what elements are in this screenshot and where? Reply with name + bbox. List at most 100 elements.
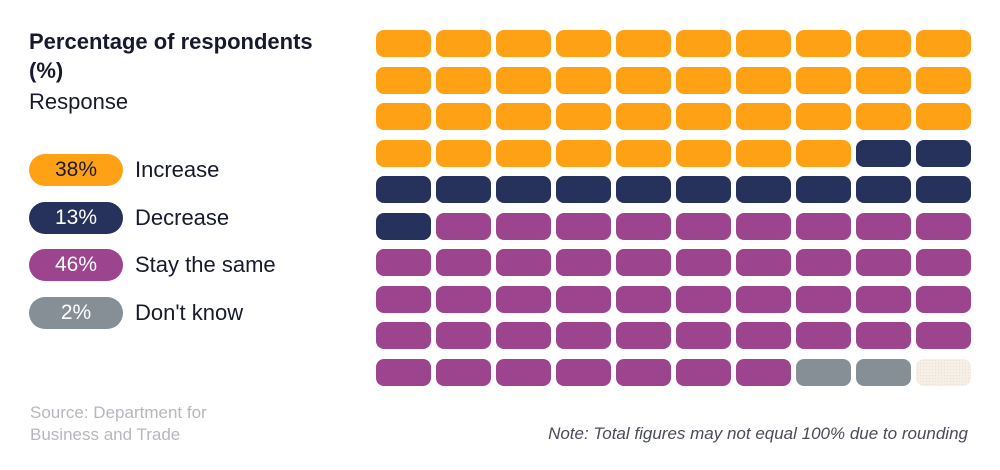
waffle-cell-increase [616, 139, 671, 167]
waffle-cell-increase [796, 66, 851, 94]
waffle-cell-increase [796, 103, 851, 130]
waffle-cell-stay-the-same [856, 249, 911, 276]
legend-label-dont-know: Don't know [135, 299, 244, 325]
waffle-cell-stay-the-same [676, 212, 731, 240]
waffle-cell-increase [736, 66, 791, 94]
legend-label-stay-the-same: Stay the same [135, 252, 276, 277]
waffle-cell-increase [856, 30, 911, 57]
waffle-cell-increase [436, 139, 491, 167]
legend-pill-dont-know: 2% [29, 296, 123, 329]
waffle-cell-stay-the-same [436, 285, 491, 313]
waffle-cell-decrease [376, 176, 431, 203]
waffle-cell-stay-the-same [496, 322, 551, 349]
waffle-cell-increase [736, 139, 791, 167]
waffle-cell-increase [796, 30, 851, 57]
waffle-cell-stay-the-same [496, 358, 551, 386]
waffle-cell-increase [376, 66, 431, 94]
waffle-cell-stay-the-same [436, 212, 491, 240]
waffle-cell-stay-the-same [376, 249, 431, 276]
waffle-cell-stay-the-same [496, 212, 551, 240]
waffle-cell-increase [676, 66, 731, 94]
waffle-cell-decrease [856, 139, 911, 167]
waffle-cell-increase [556, 139, 611, 167]
waffle-cell-stay-the-same [796, 212, 851, 240]
waffle-cell-stay-the-same [556, 358, 611, 386]
waffle-cell-stay-the-same [736, 322, 791, 349]
source-text: Source: Department for Business and Trad… [30, 402, 207, 446]
waffle-cell-decrease [736, 176, 791, 203]
waffle-cell-stay-the-same [796, 322, 851, 349]
waffle-cell-stay-the-same [436, 249, 491, 276]
waffle-cell-increase [436, 30, 491, 57]
waffle-grid [376, 30, 971, 386]
waffle-cell-stay-the-same [496, 249, 551, 276]
waffle-cell-stay-the-same [856, 212, 911, 240]
legend-pill-stay-the-same: 46% [29, 249, 123, 281]
waffle-cell-increase [556, 30, 611, 57]
waffle-cell-stay-the-same [796, 285, 851, 313]
legend-item-dont-know: 2% Don't know [29, 296, 276, 329]
waffle-cell-stay-the-same [556, 322, 611, 349]
waffle-cell-decrease [856, 176, 911, 203]
waffle-cell-stay-the-same [916, 212, 971, 240]
waffle-cell-stay-the-same [616, 285, 671, 313]
waffle-cell-decrease [796, 176, 851, 203]
waffle-cell-increase [436, 103, 491, 130]
waffle-cell-increase [796, 139, 851, 167]
waffle-cell-stay-the-same [616, 322, 671, 349]
waffle-cell-decrease [376, 212, 431, 240]
legend-pill-decrease: 13% [29, 201, 123, 234]
waffle-cell-increase [436, 66, 491, 94]
waffle-cell-decrease [916, 139, 971, 167]
waffle-cell-stay-the-same [556, 285, 611, 313]
waffle-cell-dont-know [856, 358, 911, 386]
waffle-cell-stay-the-same [616, 212, 671, 240]
waffle-cell-stay-the-same [736, 249, 791, 276]
waffle-cell-stay-the-same [736, 358, 791, 386]
waffle-cell-increase [376, 103, 431, 130]
waffle-cell-stay-the-same [496, 285, 551, 313]
legend-label-increase: Increase [135, 157, 220, 182]
waffle-cell-increase [856, 66, 911, 94]
waffle-cell-stay-the-same [676, 322, 731, 349]
waffle-cell-stay-the-same [916, 285, 971, 313]
waffle-cell-increase [496, 103, 551, 130]
waffle-cell-dont-know [796, 358, 851, 386]
waffle-cell-stay-the-same [856, 322, 911, 349]
waffle-cell-increase [376, 30, 431, 57]
waffle-cell-stay-the-same [556, 212, 611, 240]
waffle-cell-stay-the-same [676, 285, 731, 313]
waffle-cell-increase [556, 66, 611, 94]
waffle-cell-decrease [616, 176, 671, 203]
waffle-cell-stay-the-same [736, 285, 791, 313]
waffle-cell-increase [376, 139, 431, 167]
waffle-cell-increase [736, 30, 791, 57]
legend: 38% Increase 13% Decrease 46% Stay the s… [29, 154, 276, 344]
waffle-cell-increase [616, 103, 671, 130]
waffle-cell-increase [616, 66, 671, 94]
waffle-cell-increase [556, 103, 611, 130]
waffle-cell-stay-the-same [916, 322, 971, 349]
waffle-cell-decrease [916, 176, 971, 203]
waffle-cell-stay-the-same [796, 249, 851, 276]
waffle-cell-stay-the-same [556, 249, 611, 276]
waffle-cell-decrease [556, 176, 611, 203]
rounding-note: Note: Total figures may not equal 100% d… [548, 424, 968, 443]
waffle-cell-increase [916, 66, 971, 94]
waffle-cell-stay-the-same [736, 212, 791, 240]
waffle-cell-stay-the-same [376, 285, 431, 313]
waffle-cell-increase [676, 30, 731, 57]
waffle-cell-increase [676, 139, 731, 167]
source-line-1: Source: Department for [30, 403, 207, 422]
waffle-cell-increase [676, 103, 731, 130]
waffle-cell-stay-the-same [916, 249, 971, 276]
legend-pill-increase: 38% [29, 154, 123, 186]
waffle-cell-increase [856, 103, 911, 130]
waffle-cell-increase [616, 30, 671, 57]
waffle-cell-stay-the-same [376, 322, 431, 349]
waffle-cell-stay-the-same [676, 249, 731, 276]
waffle-cell-stay-the-same [436, 358, 491, 386]
waffle-cell-increase [496, 30, 551, 57]
waffle-cell-stay-the-same [436, 322, 491, 349]
waffle-cell-decrease [436, 176, 491, 203]
